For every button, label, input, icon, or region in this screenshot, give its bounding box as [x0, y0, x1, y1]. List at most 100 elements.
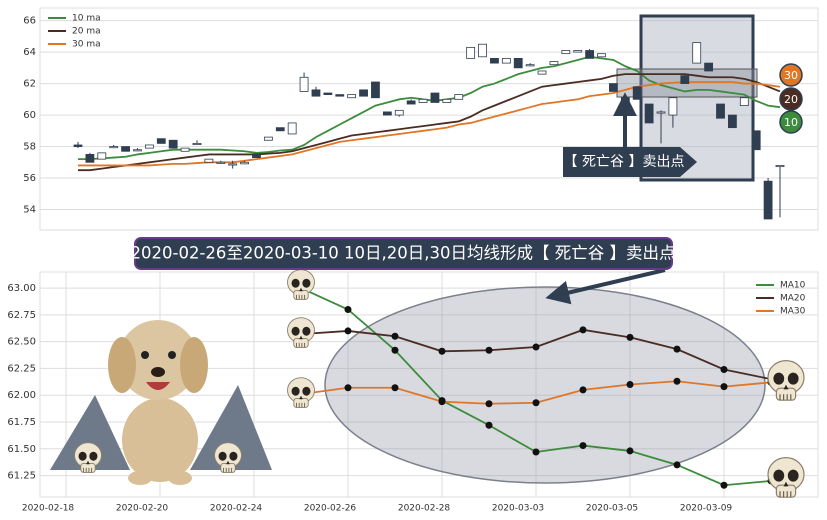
point: [532, 343, 540, 351]
point: [438, 347, 446, 355]
candle-body: [121, 146, 130, 152]
candle-body: [632, 86, 642, 100]
dog: [108, 320, 208, 485]
point: [438, 398, 446, 406]
candle-body: [418, 98, 428, 103]
point: [720, 366, 728, 373]
ma-line: [78, 81, 781, 167]
pointer-arrow: [545, 268, 666, 305]
callout-box: [563, 147, 697, 177]
y-tick-label: 56: [23, 173, 36, 184]
ma-line: [78, 73, 781, 172]
candle-body: [263, 136, 273, 141]
candle-body: [371, 81, 380, 99]
y-tick-label: 60: [23, 110, 36, 121]
ma-badge-label: 30: [784, 69, 798, 82]
candle-body: [323, 92, 333, 95]
point: [626, 381, 634, 388]
candle-body: [739, 97, 749, 107]
candle-body: [275, 127, 285, 132]
legend-label: 20 ma: [72, 27, 101, 37]
ma-line: [78, 55, 781, 161]
x-tick-label: 2020-03-03: [492, 504, 544, 514]
y-tick-label: 63.00: [7, 283, 36, 294]
x-tick-label: 2020-02-18: [22, 504, 75, 514]
point: [344, 306, 352, 313]
point: [579, 386, 587, 394]
top-plot-area: [39, 7, 819, 231]
candle-body: [454, 94, 464, 100]
point: [626, 447, 634, 455]
y-tick-label: 61.75: [7, 417, 36, 428]
candle-body: [513, 57, 523, 69]
candle-body: [585, 50, 595, 59]
y-tick-label: 61.25: [7, 471, 36, 482]
candle-body: [252, 154, 261, 158]
candle-body: [73, 144, 83, 147]
point: [485, 346, 493, 354]
x-tick-label: 2020-02-26: [304, 504, 357, 514]
candle-body: [109, 146, 119, 149]
candle-body: [204, 158, 214, 163]
point: [626, 333, 634, 341]
candle-body: [573, 50, 583, 53]
candle-body: [525, 64, 535, 67]
candle-body: [609, 83, 618, 92]
ma-badge: [779, 63, 803, 87]
rock: [190, 385, 272, 470]
top-grid: 54 56 58 60 62 64 66: [23, 16, 818, 216]
candle-body: [97, 152, 107, 160]
y-tick-label: 61.50: [7, 444, 36, 455]
candle-body: [216, 161, 226, 164]
y-tick-label: 64: [23, 47, 36, 58]
banner: 2020-02-26至2020-03-10 10日,20日,30日均线形成【 死…: [131, 237, 676, 270]
candle-body: [85, 154, 95, 163]
banner-title: 2020-02-26至2020-03-10 10日,20日,30日均线形成【 死…: [131, 244, 676, 263]
candle-body: [680, 75, 690, 84]
candle-body: [763, 180, 773, 220]
candle-body: [775, 165, 785, 168]
candle-body: [192, 143, 202, 146]
y-tick-label: 54: [23, 205, 36, 216]
candle-body: [501, 57, 511, 64]
legend-label: 10 ma: [72, 14, 101, 24]
point: [391, 332, 399, 340]
candle-body: [692, 42, 702, 64]
candle-body: [466, 46, 476, 59]
x-tick-label: 2020-02-28: [398, 504, 451, 514]
candle-body: [347, 94, 357, 99]
candle-body: [704, 62, 714, 72]
point: [391, 346, 399, 354]
y-tick-label: 66: [23, 16, 36, 27]
candle-body: [442, 98, 452, 103]
point: [485, 421, 493, 429]
ma-badge: [779, 110, 803, 134]
candle-body: [335, 94, 345, 97]
candle-body: [133, 149, 142, 152]
legend-label: 30 ma: [72, 40, 101, 50]
legend-label: MA30: [780, 307, 806, 317]
candle-body: [668, 97, 678, 116]
candle-body: [490, 57, 499, 64]
badges: 30 20 10: [779, 63, 803, 134]
candle-body: [549, 61, 559, 66]
candle-body: [537, 70, 547, 75]
candle-body: [144, 144, 154, 149]
rock: [50, 395, 130, 470]
x-tick-label: 2020-03-05: [586, 504, 638, 514]
candle-body: [394, 109, 404, 116]
point: [720, 481, 728, 489]
y-tick-label: 62: [23, 79, 36, 90]
banner-box: [134, 237, 673, 270]
ma-badge-label: 20: [784, 93, 798, 106]
x-tick-label: 2020-02-24: [210, 504, 263, 514]
candle-body: [478, 43, 487, 58]
point: [673, 345, 681, 353]
decoration: [50, 269, 805, 498]
point: [391, 384, 399, 392]
y-tick-label: 62.00: [7, 390, 36, 401]
candle-body: [597, 53, 606, 58]
point: [673, 377, 681, 385]
point: [673, 461, 681, 469]
